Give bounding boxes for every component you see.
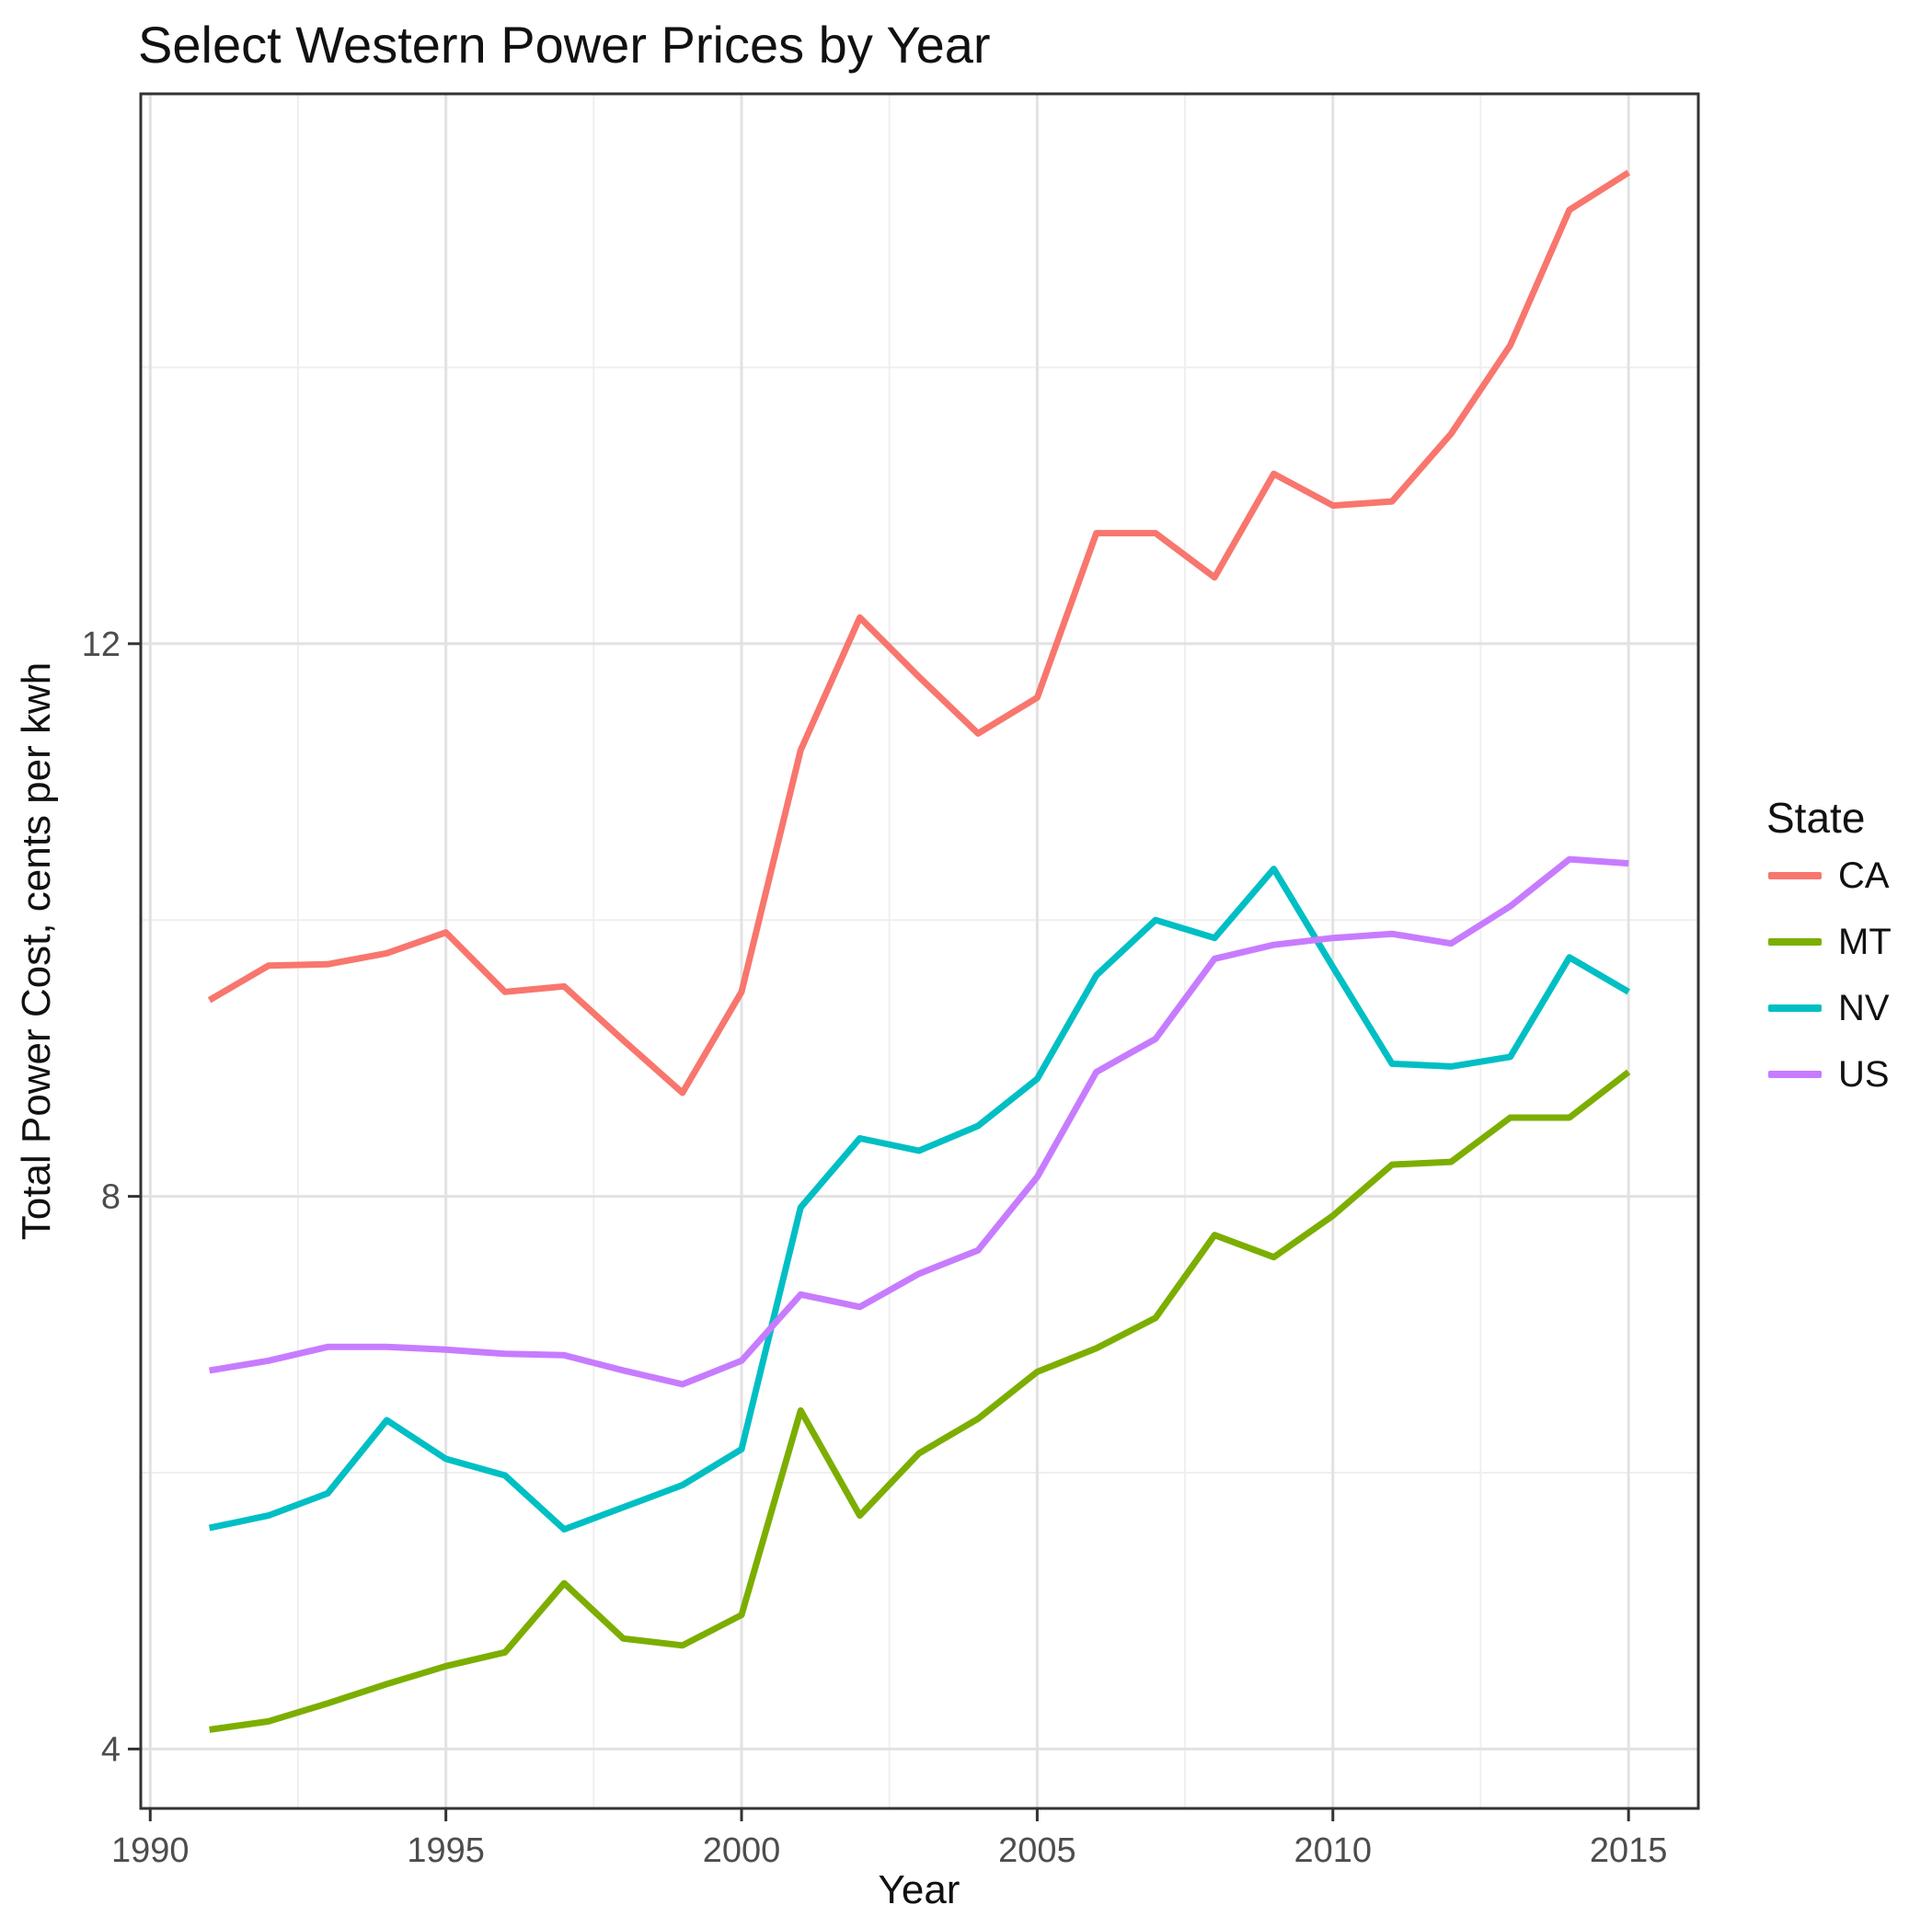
plot-title: Select Western Power Prices by Year: [138, 16, 991, 74]
series-line-nv: [208, 866, 1630, 1533]
x-tick-label: 1995: [407, 1831, 485, 1870]
series-line-us: [209, 855, 1629, 1388]
legend-entry-us: US: [1768, 1053, 1890, 1096]
legend-swatch-nv: [1768, 1004, 1822, 1012]
legend-label-mt: MT: [1838, 921, 1892, 962]
y-tick-label: 8: [101, 1178, 121, 1217]
x-tick-label: 2005: [998, 1831, 1076, 1870]
x-tick-label: 2010: [1294, 1831, 1373, 1870]
x-tick-label: 2015: [1590, 1831, 1668, 1870]
legend-swatch-mt: [1768, 938, 1822, 946]
plot-panel: [141, 94, 1698, 1808]
legend-label-us: US: [1838, 1053, 1890, 1095]
legend-swatch-us: [1768, 1071, 1822, 1078]
y-tick-label: 12: [82, 625, 121, 664]
x-tick-label: 2000: [703, 1831, 781, 1870]
y-tick-label: 4: [101, 1730, 121, 1769]
legend-entry-ca: CA: [1768, 855, 1890, 897]
series-line-mt: [209, 1069, 1631, 1733]
legend-entry-mt: MT: [1768, 921, 1892, 963]
legend-entry-nv: NV: [1768, 987, 1890, 1029]
legend-label-ca: CA: [1838, 855, 1890, 896]
legend-swatch-ca: [1768, 872, 1822, 879]
legend-title: State: [1766, 794, 1866, 842]
x-axis-title: Year: [878, 1867, 960, 1912]
series-line-ca: [207, 169, 1631, 1096]
panel-border: [139, 92, 1700, 1810]
x-tick-label: 1990: [111, 1831, 190, 1870]
legend-label-nv: NV: [1838, 987, 1890, 1028]
